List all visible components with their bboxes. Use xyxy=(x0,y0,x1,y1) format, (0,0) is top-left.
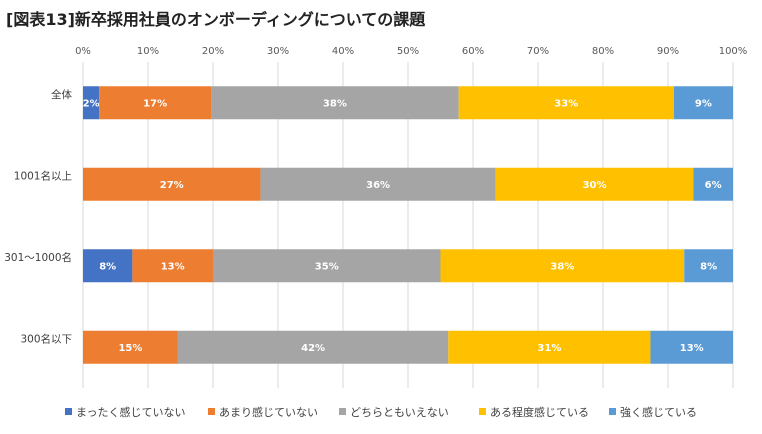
bar-segment xyxy=(83,86,100,120)
data-label: 17% xyxy=(143,98,167,109)
legend-swatch xyxy=(339,408,346,415)
data-label: 15% xyxy=(118,343,142,354)
data-label: 38% xyxy=(323,98,347,109)
bar-segment xyxy=(83,330,178,364)
legend-swatch xyxy=(609,408,616,415)
x-tick-label: 60% xyxy=(462,46,484,57)
category-label: 300名以下 xyxy=(20,332,72,345)
bar-segment xyxy=(650,330,733,364)
legend: まったく感じていない あまり感じていない どちらともいえない ある程度感じている 強く感… xyxy=(65,405,697,419)
bar-segment xyxy=(132,249,213,283)
data-label: 31% xyxy=(537,343,561,354)
data-label: 36% xyxy=(366,180,390,191)
bar-segment xyxy=(99,86,212,120)
legend-label: あまり感じていない xyxy=(219,406,318,419)
bar-segment xyxy=(684,249,733,283)
data-label: 35% xyxy=(315,261,339,272)
x-tick-label: 30% xyxy=(267,46,289,57)
data-label: 2% xyxy=(83,98,100,109)
x-tick-label: 10% xyxy=(137,46,159,57)
bar-segment xyxy=(448,330,651,364)
data-label: 6% xyxy=(705,180,722,191)
legend-label: まったく感じていない xyxy=(76,406,186,419)
x-tick-label: 70% xyxy=(527,46,549,57)
category-label: 1001名以上 xyxy=(14,169,72,182)
category-labels: 全体 1001名以上 301〜1000名 300名以下 xyxy=(4,88,72,346)
legend-swatch xyxy=(208,408,215,415)
data-label: 33% xyxy=(554,98,578,109)
data-label: 13% xyxy=(680,343,704,354)
data-label: 9% xyxy=(695,98,712,109)
bar-segment xyxy=(213,249,441,283)
data-label: 38% xyxy=(550,261,574,272)
x-tick-label: 20% xyxy=(202,46,224,57)
category-label: 全体 xyxy=(51,88,72,101)
bar-segment xyxy=(458,86,674,120)
bar-segment xyxy=(177,330,449,364)
bar-segment xyxy=(693,167,733,201)
data-label: 8% xyxy=(700,261,717,272)
category-label: 301〜1000名 xyxy=(4,251,72,264)
legend-swatch xyxy=(65,408,72,415)
bar-segment xyxy=(211,86,459,120)
bar-segment xyxy=(260,167,496,201)
legend-label: 強く感じている xyxy=(620,406,697,419)
bar-segment xyxy=(440,249,685,283)
bar-segment xyxy=(83,249,133,283)
x-tick-label: 90% xyxy=(657,46,679,57)
bar-segment xyxy=(673,86,733,120)
legend-swatch xyxy=(479,408,486,415)
data-label: 27% xyxy=(160,180,184,191)
bar-segment xyxy=(495,167,694,201)
legend-label: どちらともいえない xyxy=(350,406,449,419)
data-label: 42% xyxy=(301,343,325,354)
bars: 2% 17% 38% 33% 9% 27% 36% 30% 6% 8% 13% 35% 38% 8% 15%… xyxy=(83,86,733,364)
legend-label: ある程度感じている xyxy=(490,405,589,419)
data-label: 30% xyxy=(583,180,607,191)
x-tick-label: 80% xyxy=(592,46,614,57)
data-label: 8% xyxy=(99,261,116,272)
data-label: 13% xyxy=(161,261,185,272)
x-tick-label: 40% xyxy=(332,46,354,57)
x-tick-label: 50% xyxy=(397,46,419,57)
x-tick-label: 0% xyxy=(75,46,91,57)
x-axis-ticks: 0% 10% 20% 30% 40% 50% 60% 70% 80% 90% 100% xyxy=(75,46,747,57)
chart-title: [図表13]新卒採用社員のオンボーディングについての課題 xyxy=(6,10,426,29)
x-tick-label: 100% xyxy=(719,46,748,57)
bar-segment xyxy=(83,167,261,201)
